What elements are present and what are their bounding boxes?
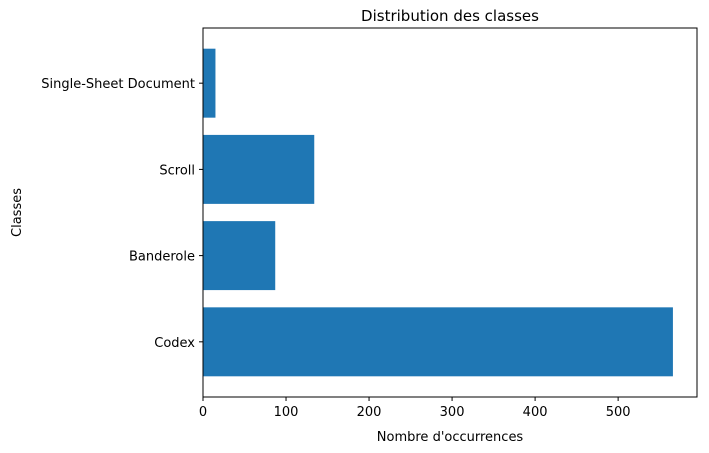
x-tick-label: 500 xyxy=(606,405,631,420)
x-axis-ticks: 0 100 200 300 400 500 xyxy=(199,397,631,420)
chart-title: Distribution des classes xyxy=(361,7,539,25)
x-axis-title: Nombre d'occurrences xyxy=(377,430,524,445)
bars-group xyxy=(203,48,673,377)
y-tick-label: Banderole xyxy=(129,250,195,265)
x-tick-label: 300 xyxy=(440,405,465,420)
y-axis-ticks: Codex Banderole Scroll Single-Sheet Documen… xyxy=(41,77,203,351)
x-tick-label: 400 xyxy=(523,405,548,420)
plot-frame xyxy=(202,27,698,398)
bar-banderole xyxy=(203,221,276,291)
x-tick-label: 100 xyxy=(274,405,299,420)
y-tick-label: Codex xyxy=(154,336,195,351)
bar-codex xyxy=(203,307,673,377)
x-tick-label: 0 xyxy=(199,405,207,420)
bar-scroll xyxy=(203,134,315,204)
x-tick-label: 200 xyxy=(357,405,382,420)
y-axis-title: Classes xyxy=(10,188,25,237)
bar-single-sheet-document xyxy=(203,48,216,118)
y-tick-label: Scroll xyxy=(159,163,195,178)
y-tick-label: Single-Sheet Document xyxy=(41,77,195,92)
